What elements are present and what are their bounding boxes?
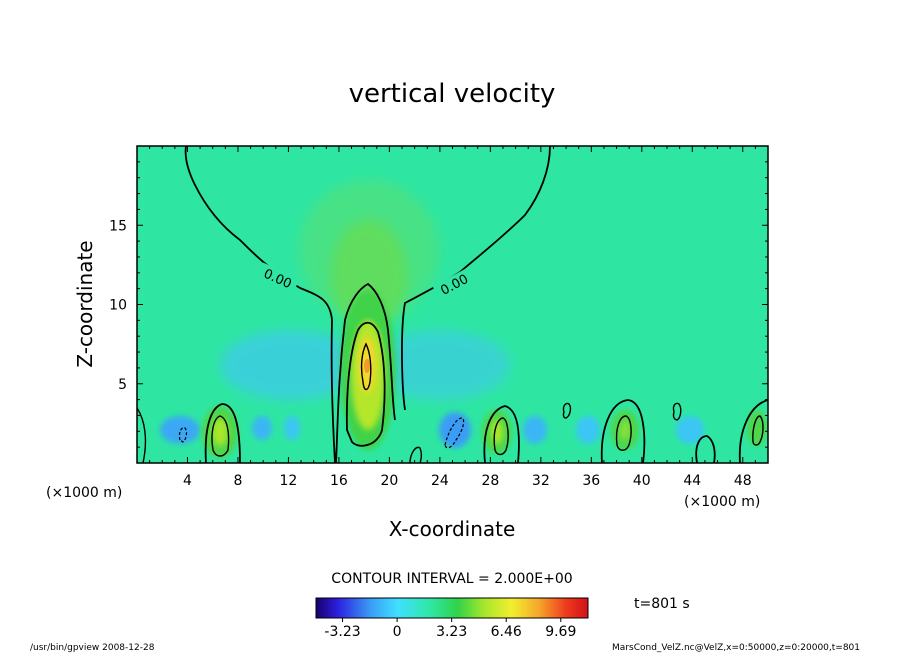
x-tick-label: 20	[380, 473, 398, 489]
x-tick-label: 48	[734, 473, 752, 489]
plot-field: 0.00 0.00	[137, 146, 768, 463]
contour-interval: CONTOUR INTERVAL = 2.000E+00	[331, 571, 572, 587]
time-label: t=801 s	[634, 596, 690, 612]
x-tick-label: 16	[330, 473, 348, 489]
downdraft-right	[370, 330, 510, 400]
chart-title: vertical velocity	[349, 79, 556, 109]
y-tick-label: 15	[109, 218, 127, 234]
x-axis: 4 8 12 16 20 24 28 32 36 40 44 48	[136, 146, 769, 489]
y-tick-label: 10	[109, 298, 127, 314]
footer-right: MarsCond_VelZ.nc@VelZ,x=0:50000,z=0:2000…	[612, 643, 860, 653]
x-tick-label: 8	[233, 473, 242, 489]
downdraft-left	[220, 330, 360, 400]
x-tick-label: 28	[481, 473, 499, 489]
x-tick-label: 32	[532, 473, 550, 489]
colorbar-tick-label: 9.69	[545, 624, 576, 640]
x-unit-left: (×1000 m)	[46, 485, 122, 501]
x-tick-label: 24	[431, 473, 449, 489]
field-background	[137, 146, 768, 463]
y-axis-label: Z-coordinate	[73, 240, 97, 367]
x-tick-label: 36	[582, 473, 600, 489]
plume-core	[331, 220, 407, 330]
x-tick-label: 40	[633, 473, 651, 489]
x-tick-label: 12	[280, 473, 298, 489]
colorbar-tick-label: 3.23	[436, 624, 467, 640]
x-tick-label: 44	[683, 473, 701, 489]
colorbar-tick-label: 6.46	[491, 624, 522, 640]
x-unit-right: (×1000 m)	[684, 494, 760, 510]
colorbar-tick-label: -3.23	[324, 624, 360, 640]
colorbar	[315, 597, 589, 619]
updraft-max	[364, 359, 370, 373]
x-axis-label: X-coordinate	[389, 517, 516, 541]
colorbar-ticks: -3.23 0 3.23 6.46 9.69	[324, 618, 576, 640]
colorbar-tick-label: 0	[393, 624, 402, 640]
footer-left: /usr/bin/gpview 2008-12-28	[30, 643, 155, 653]
x-tick-label: 4	[183, 473, 192, 489]
y-axis: 5 10 15	[109, 145, 768, 464]
y-tick-label: 5	[118, 377, 127, 393]
